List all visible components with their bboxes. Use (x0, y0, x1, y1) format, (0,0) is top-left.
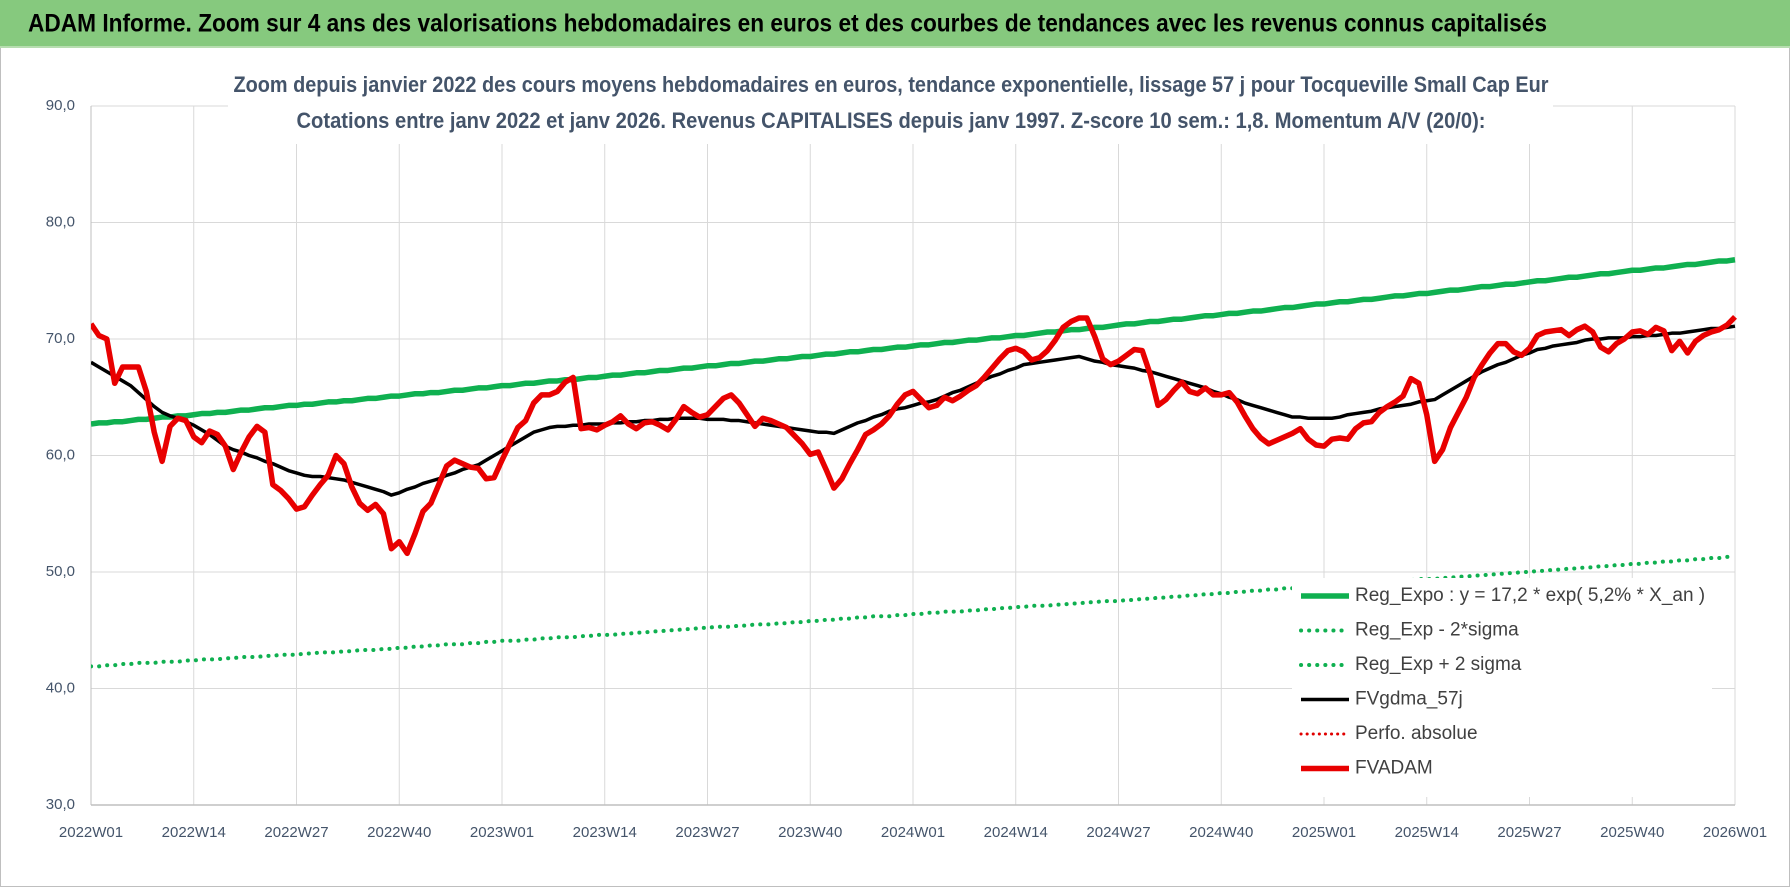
series-line (91, 314, 1737, 557)
series-layer (91, 257, 1737, 669)
x-tick-label: 2023W27 (675, 824, 739, 841)
header-bar (0, 0, 1790, 46)
x-tick-label: 2022W14 (162, 824, 226, 841)
header-title: ADAM Informe. Zoom sur 4 ans des valoris… (28, 10, 1547, 38)
x-tick-label: 2024W01 (881, 824, 945, 841)
x-tick-label: 2022W27 (264, 824, 328, 841)
chart-subtitle: Cotations entre janv 2022 et janv 2026. … (297, 108, 1486, 133)
series-line (91, 257, 1736, 427)
legend: Reg_Expo : y = 17,2 * exp( 5,2% * X_an )… (1292, 578, 1712, 797)
x-tick-label: 2025W14 (1395, 824, 1459, 841)
x-tick-label: 2025W40 (1600, 824, 1664, 841)
x-tick-label: 2023W14 (573, 824, 637, 841)
y-tick-label: 70,0 (46, 330, 75, 347)
title-background (228, 64, 1553, 144)
header-rule (0, 46, 1790, 48)
x-tick-label: 2024W27 (1086, 824, 1150, 841)
y-tick-label: 50,0 (46, 563, 75, 580)
series-line (91, 324, 1736, 497)
legend-background (1292, 578, 1712, 797)
x-tick-label: 2024W14 (984, 824, 1048, 841)
y-tick-label: 60,0 (46, 446, 75, 463)
plot-area: 30,0 40,0 50,0 60,0 70,0 80,0 90,0 2022W01 2022W… (46, 97, 1767, 841)
y-tick-label: 90,0 (46, 97, 75, 114)
x-tick-label: 2025W27 (1497, 824, 1561, 841)
y-tick-label: 30,0 (46, 796, 75, 813)
legend-label: Reg_Expo : y = 17,2 * exp( 5,2% * X_an ) (1355, 585, 1705, 606)
legend-label: Reg_Exp - 2*sigma (1355, 620, 1519, 641)
chart-title: Zoom depuis janvier 2022 des cours moyen… (234, 72, 1549, 97)
legend-label: Perfo. absolue (1355, 723, 1478, 744)
x-tick-label: 2025W01 (1292, 824, 1356, 841)
y-tick-label: 80,0 (46, 213, 75, 230)
y-tick-label: 40,0 (46, 679, 75, 696)
legend-label: Reg_Exp + 2 sigma (1355, 654, 1522, 675)
x-tick-label: 2024W40 (1189, 824, 1253, 841)
x-tick-label: 2023W40 (778, 824, 842, 841)
x-tick-label: 2023W01 (470, 824, 534, 841)
legend-label: FVADAM (1355, 758, 1433, 779)
x-tick-label: 2022W01 (59, 824, 123, 841)
x-tick-label: 2026W01 (1703, 824, 1767, 841)
x-tick-label: 2022W40 (367, 824, 431, 841)
legend-label: FVgdma_57j (1355, 689, 1463, 710)
series-line (91, 554, 1737, 669)
